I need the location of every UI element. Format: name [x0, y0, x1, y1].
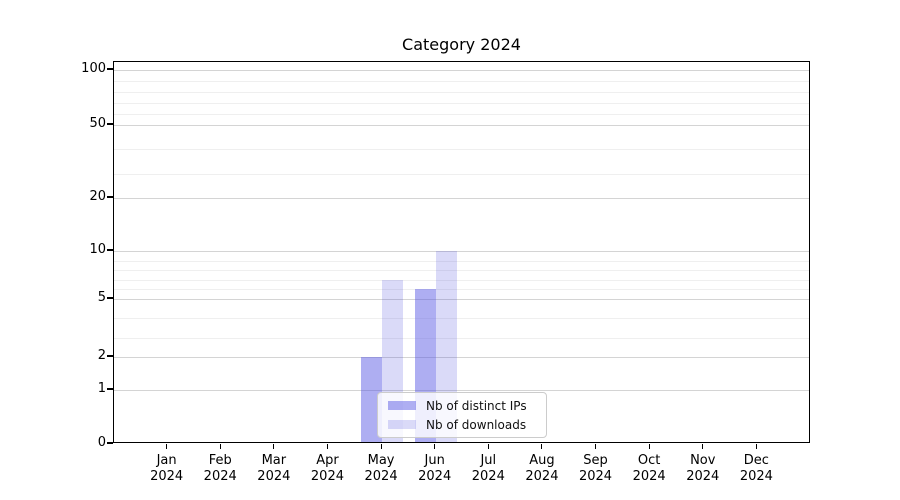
minor-gridline	[114, 149, 809, 150]
major-gridline	[114, 125, 809, 126]
legend-swatch	[388, 420, 416, 429]
x-axis-tick-label: Jul 2024	[456, 453, 520, 485]
x-axis-tick-label: May 2024	[349, 453, 413, 485]
minor-gridline	[114, 103, 809, 104]
minor-gridline	[114, 92, 809, 93]
minor-gridline	[114, 270, 809, 271]
x-tick-year: 2024	[364, 469, 398, 484]
minor-gridline	[114, 338, 809, 339]
x-tick-month: Sep	[583, 453, 608, 468]
y-axis-tick-label: 20	[89, 189, 106, 204]
x-tick-year: 2024	[686, 469, 720, 484]
major-gridline	[114, 70, 809, 71]
x-tick-year: 2024	[739, 469, 773, 484]
x-axis-tick	[541, 444, 543, 449]
y-axis-tick-label: 10	[89, 242, 106, 257]
x-axis-tick-label: Feb 2024	[188, 453, 252, 485]
x-axis-tick	[595, 444, 597, 449]
x-tick-month: Feb	[208, 453, 232, 468]
major-gridline	[114, 357, 809, 358]
x-axis-tick-label: Jun 2024	[403, 453, 467, 485]
x-tick-year: 2024	[310, 469, 344, 484]
x-axis-tick	[166, 444, 168, 449]
legend: Nb of distinct IPs Nb of downloads	[377, 392, 547, 438]
y-axis-tick-label: 5	[97, 290, 106, 305]
x-axis-tick	[326, 444, 328, 449]
x-tick-month: Mar	[261, 453, 287, 468]
x-tick-month: Jan	[156, 453, 177, 468]
x-tick-month: May	[367, 453, 395, 468]
major-gridline	[114, 390, 809, 391]
minor-gridline	[114, 280, 809, 281]
legend-row: Nb of distinct IPs	[384, 396, 540, 415]
minor-gridline	[114, 261, 809, 262]
plot-area	[113, 61, 810, 443]
x-tick-year: 2024	[203, 469, 237, 484]
x-tick-year: 2024	[578, 469, 613, 484]
x-tick-year: 2024	[471, 469, 505, 484]
x-tick-year: 2024	[257, 469, 291, 484]
x-axis-tick	[380, 444, 382, 449]
y-axis-tick	[107, 297, 113, 299]
x-axis-tick-label: Oct 2024	[617, 453, 681, 485]
x-axis-tick	[434, 444, 436, 449]
x-axis-tick	[219, 444, 221, 449]
x-tick-year: 2024	[150, 469, 184, 484]
x-axis-tick	[648, 444, 650, 449]
x-axis-tick-label: Sep 2024	[564, 453, 628, 485]
x-axis-tick	[273, 444, 275, 449]
x-tick-month: Jul	[480, 453, 497, 468]
x-axis-tick-label: Aug 2024	[510, 453, 574, 485]
legend-row: Nb of downloads	[384, 415, 540, 434]
x-axis-tick	[755, 444, 757, 449]
y-axis-tick	[107, 388, 113, 390]
minor-gridline	[114, 114, 809, 115]
minor-gridline	[114, 289, 809, 290]
bar-distinct-ips	[361, 357, 382, 442]
chart-title: Category 2024	[402, 35, 521, 54]
y-axis-tick-label: 1	[97, 381, 106, 396]
x-axis-tick-label: Apr 2024	[295, 453, 359, 485]
x-tick-month: Aug	[529, 453, 555, 468]
x-tick-year: 2024	[632, 469, 666, 484]
legend-swatch	[388, 401, 416, 410]
x-tick-year: 2024	[418, 469, 452, 484]
x-tick-month: Jun	[424, 453, 445, 468]
legend-label: Nb of downloads	[426, 417, 527, 432]
y-axis-tick	[107, 196, 113, 198]
y-axis-tick-label: 50	[89, 116, 106, 131]
y-axis-tick-label: 2	[97, 348, 106, 363]
x-axis-tick	[702, 444, 704, 449]
y-axis-tick-label: 100	[81, 61, 106, 76]
x-tick-year: 2024	[525, 469, 559, 484]
x-axis-tick-label: Jan 2024	[135, 453, 199, 485]
x-tick-month: Oct	[637, 453, 661, 468]
y-axis-tick	[107, 355, 113, 357]
y-axis-tick	[107, 68, 113, 70]
x-axis-tick-label: Mar 2024	[242, 453, 306, 485]
minor-gridline	[114, 174, 809, 175]
major-gridline	[114, 299, 809, 300]
x-axis-tick-label: Nov 2024	[671, 453, 735, 485]
x-axis-tick-label: Dec 2024	[724, 453, 788, 485]
x-tick-month: Dec	[743, 453, 769, 468]
minor-gridline	[114, 81, 809, 82]
y-axis-tick	[107, 249, 113, 251]
major-gridline	[114, 251, 809, 252]
y-axis-tick	[107, 123, 113, 125]
minor-gridline	[114, 318, 809, 319]
legend-label: Nb of distinct IPs	[426, 398, 527, 413]
y-axis-tick	[107, 442, 113, 444]
major-gridline	[114, 198, 809, 199]
x-tick-month: Apr	[316, 453, 339, 468]
x-tick-month: Nov	[690, 453, 716, 468]
y-axis-tick-label: 0	[97, 435, 106, 450]
x-axis-tick	[487, 444, 489, 449]
